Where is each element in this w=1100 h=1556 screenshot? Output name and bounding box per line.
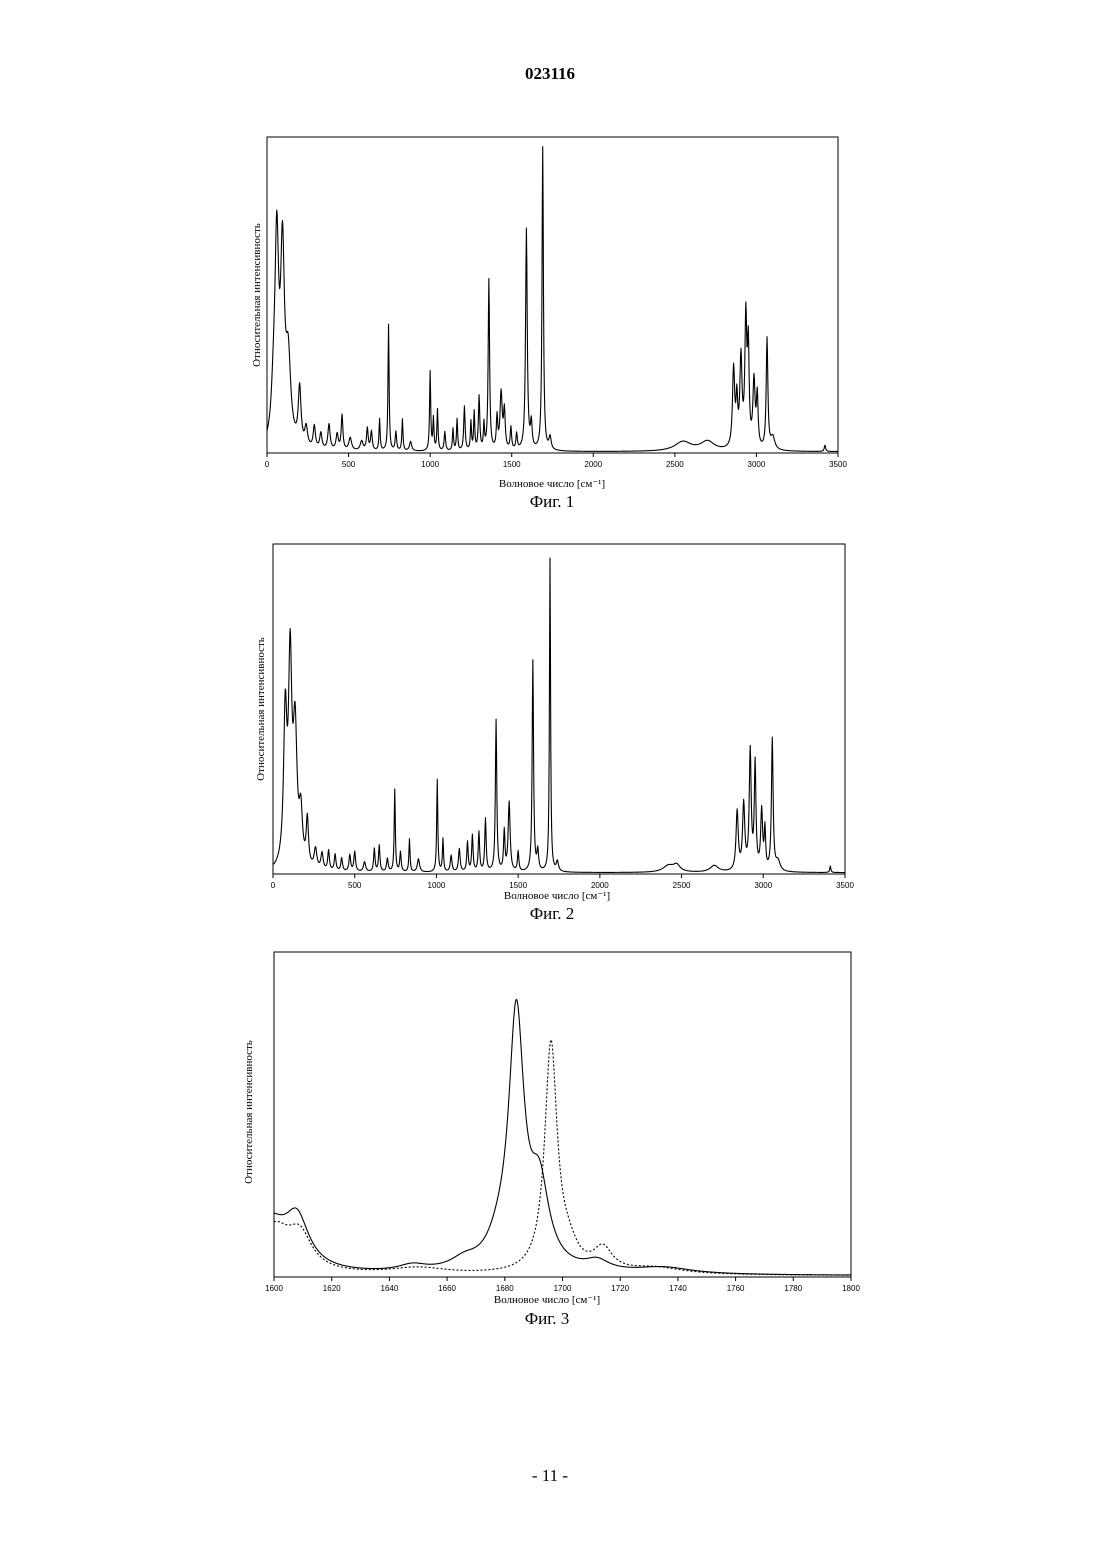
x-tick-label-3500: 3500 [836, 881, 854, 890]
x-tick-label-1660: 1660 [438, 1284, 456, 1293]
spectrum-line-solid [272, 557, 846, 874]
x-tick-label-1680: 1680 [496, 1284, 514, 1293]
x-axis-label: Волновое число [см⁻¹] [494, 1294, 600, 1306]
x-tick-label-500: 500 [348, 881, 362, 890]
figure-3: Относительная интенсивность Волновое чис… [200, 945, 880, 1315]
document-number: 023116 [524, 64, 576, 83]
x-tick-label-1780: 1780 [784, 1284, 802, 1293]
figure-1-caption: Фиг. 1 [529, 492, 575, 511]
figure-2-caption: Фиг. 2 [529, 904, 575, 923]
page-number: - 11 - [531, 1466, 569, 1485]
y-axis-label: Относительная интенсивность [251, 223, 263, 367]
x-tick-label-1700: 1700 [554, 1284, 572, 1293]
plot-frame [272, 543, 846, 875]
x-tick-label-3000: 3000 [748, 460, 766, 469]
x-tick-label-500: 500 [342, 460, 356, 469]
x-tick-label-1800: 1800 [842, 1284, 860, 1293]
spectrum-line-dotted [273, 1039, 852, 1276]
plot-frame [266, 136, 839, 454]
x-tick-label-1720: 1720 [611, 1284, 629, 1293]
x-tick-label-2000: 2000 [584, 460, 602, 469]
x-tick-label-2500: 2500 [666, 460, 684, 469]
x-tick-label-1000: 1000 [428, 881, 446, 890]
x-tick-label-3000: 3000 [754, 881, 772, 890]
x-tick-label-1620: 1620 [323, 1284, 341, 1293]
y-axis-label: Относительная интенсивность [255, 637, 267, 781]
x-tick-label-0: 0 [271, 881, 276, 890]
x-tick-label-1500: 1500 [503, 460, 521, 469]
x-tick-label-1640: 1640 [381, 1284, 399, 1293]
spectrum-chart-1: Относительная интенсивность Волновое чис… [251, 136, 847, 490]
x-tick-label-2000: 2000 [591, 881, 609, 890]
spectrum-chart-3: Относительная интенсивность Волновое чис… [243, 951, 860, 1306]
x-tick-label-1760: 1760 [727, 1284, 745, 1293]
x-axis-label: Волновое число [см⁻¹] [504, 890, 610, 902]
x-tick-label-3500: 3500 [829, 460, 847, 469]
x-tick-label-1500: 1500 [509, 881, 527, 890]
figure-3-caption: Фиг. 3 [524, 1309, 570, 1328]
figure-1: Относительная интенсивность Волновое чис… [200, 130, 880, 500]
x-tick-label-1600: 1600 [265, 1284, 283, 1293]
x-tick-label-1740: 1740 [669, 1284, 687, 1293]
x-tick-label-1000: 1000 [421, 460, 439, 469]
x-axis-label: Волновое число [см⁻¹] [499, 478, 605, 490]
x-tick-label-2500: 2500 [673, 881, 691, 890]
y-axis-label: Относительная интенсивность [243, 1040, 255, 1184]
x-tick-label-0: 0 [265, 460, 270, 469]
spectrum-chart-2: Относительная интенсивность Волновое чис… [255, 543, 854, 902]
figure-2: Относительная интенсивность Волновое чис… [200, 537, 880, 907]
spectrum-line-solid [266, 146, 839, 453]
spectrum-line-solid [273, 998, 852, 1276]
plot-frame [273, 951, 852, 1278]
